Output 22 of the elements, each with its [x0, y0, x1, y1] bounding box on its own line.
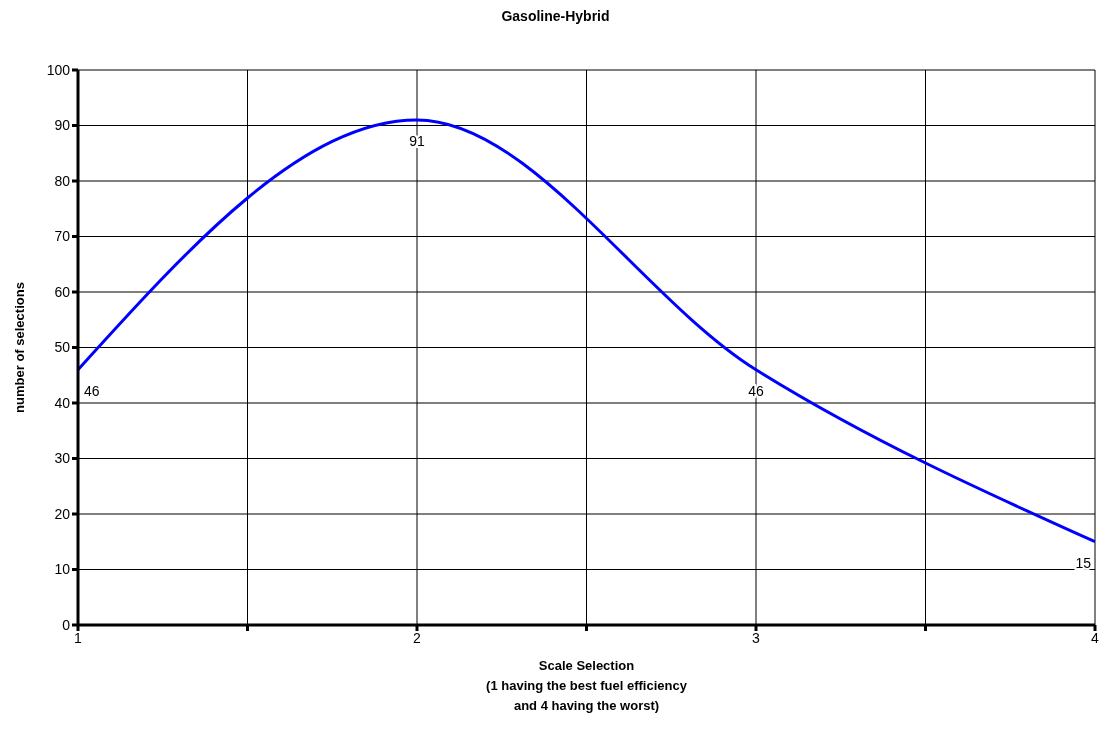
chart-title: Gasoline-Hybrid: [500, 8, 611, 26]
data-label: 46: [84, 382, 100, 399]
y-tick-label: 70: [54, 228, 71, 245]
y-tick-label: 50: [54, 339, 71, 356]
y-tick-label: 10: [54, 561, 71, 578]
y-tick-label: 30: [54, 450, 71, 467]
y-axis-title: number of selections: [11, 282, 27, 413]
x-tick-label: 1: [74, 629, 83, 646]
y-tick-label: 40: [54, 394, 71, 411]
x-tick-label: 4: [1091, 629, 1100, 646]
y-tick-label: 90: [54, 117, 71, 134]
x-axis-title: Scale Selection (1 having the best fuel efficiency and 4 having the worst): [486, 658, 688, 713]
y-tick-label: 0: [62, 616, 71, 633]
y-tick-label: 80: [54, 172, 71, 189]
data-label: 46: [748, 382, 764, 399]
y-tick-label: 20: [54, 505, 71, 522]
x-tick-label: 2: [413, 629, 422, 646]
y-tick-label: 100: [46, 61, 71, 78]
data-label: 91: [409, 132, 425, 149]
data-label: 15: [1075, 554, 1092, 571]
x-tick-label: 3: [752, 629, 761, 646]
y-tick-label: 60: [54, 283, 71, 300]
